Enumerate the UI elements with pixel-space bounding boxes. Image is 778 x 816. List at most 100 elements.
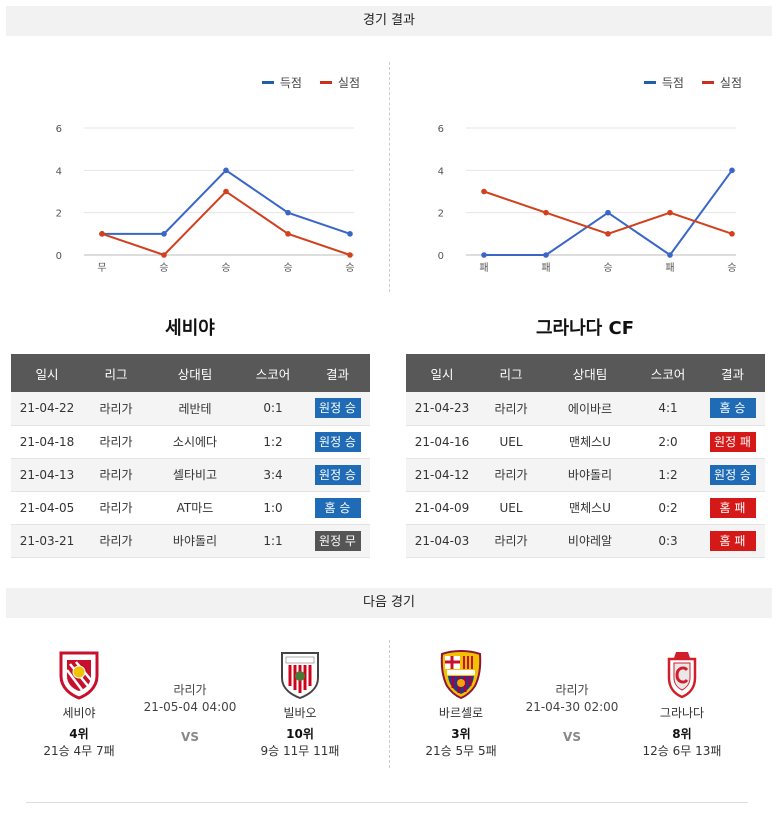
chart-legend: 득점 실점 xyxy=(261,74,360,91)
data-point[interactable] xyxy=(285,209,291,216)
cell-league: 라리가 xyxy=(478,458,544,492)
cell-date: 21-04-16 xyxy=(406,425,478,459)
vs-label: VS xyxy=(181,730,199,744)
table-row[interactable]: 21-04-23 라리가 에이바르 4:1 홈 승 xyxy=(406,392,765,426)
legend-conceded[interactable]: 실점 xyxy=(701,74,742,91)
x-tick-label: 승 xyxy=(159,262,168,274)
result-badge: 홈 승 xyxy=(314,497,361,518)
team-record: 12승 6무 13패 xyxy=(642,744,722,758)
next-match-card[interactable]: 세비야 4위 21승 4무 7패 라리가 21-05-04 04:00 VS 빌… xyxy=(10,650,370,770)
cell-date: 21-04-13 xyxy=(11,458,83,492)
home-team[interactable]: 바르셀로 3위 21승 5무 5패 xyxy=(406,650,516,759)
team-rank: 10위 xyxy=(286,727,314,741)
result-badge: 원정 승 xyxy=(314,398,361,419)
line-chart-svg: 0 2 4 6 무 승 승 승 승 xyxy=(56,124,355,274)
cell-opponent: 셀타비고 xyxy=(149,458,241,492)
vs-label: VS xyxy=(563,730,581,744)
cell-score: 1:2 xyxy=(636,458,700,492)
sevilla-crest-icon xyxy=(57,650,101,700)
results-section-header: 경기 결과 xyxy=(6,6,772,36)
legend-label-scored: 득점 xyxy=(661,76,684,90)
legend-swatch-scored xyxy=(261,81,274,84)
cell-date: 21-04-03 xyxy=(406,524,478,558)
table-row[interactable]: 21-03-21 라리가 바야돌리 1:1 원정 무 xyxy=(11,524,370,558)
column-header: 결과 xyxy=(305,354,370,392)
match-info: 라리가 21-04-30 02:00 xyxy=(512,682,632,716)
results-table-left: 일시 리그 상대팀 스코어 결과 21-04-22 라리가 레반테 0:1 원정 승 21-04-1… xyxy=(11,354,370,558)
column-header: 리그 xyxy=(83,354,149,392)
cell-opponent: 맨체스U xyxy=(544,491,636,525)
team-name: 세비야 xyxy=(62,706,96,720)
cell-opponent: 레반테 xyxy=(149,392,241,426)
cell-opponent: 맨체스U xyxy=(544,425,636,459)
data-point[interactable] xyxy=(667,252,673,258)
cell-score: 2:0 xyxy=(636,425,700,459)
result-badge: 홈 패 xyxy=(709,530,756,551)
cell-result: 홈 패 xyxy=(700,524,765,558)
away-team[interactable]: 빌바오 10위 9승 11무 11패 xyxy=(245,650,355,759)
data-point[interactable] xyxy=(223,188,229,195)
cell-date: 21-04-22 xyxy=(11,392,83,426)
cell-result: 원정 승 xyxy=(305,392,370,426)
table-row[interactable]: 21-04-13 라리가 셀타비고 3:4 원정 승 xyxy=(11,458,370,492)
table-row[interactable]: 21-04-03 라리가 비야레알 0:3 홈 패 xyxy=(406,524,765,558)
cell-date: 21-04-09 xyxy=(406,491,478,525)
legend-conceded[interactable]: 실점 xyxy=(319,74,360,91)
data-point[interactable] xyxy=(729,167,735,174)
data-point[interactable] xyxy=(667,209,673,216)
table-row[interactable]: 21-04-12 라리가 바야돌리 1:2 원정 승 xyxy=(406,458,765,492)
cell-league: 라리가 xyxy=(83,491,149,525)
data-point[interactable] xyxy=(285,231,291,237)
team-rank: 4위 xyxy=(69,727,89,741)
cell-league: 라리가 xyxy=(478,392,544,426)
team-name: 바르셀로 xyxy=(438,706,484,720)
table-row[interactable]: 21-04-18 라리가 소시에다 1:2 원정 승 xyxy=(11,425,370,459)
data-point[interactable] xyxy=(161,252,167,258)
cell-result: 원정 승 xyxy=(305,458,370,492)
next-match-card[interactable]: 바르셀로 3위 21승 5무 5패 라리가 21-04-30 02:00 VS … xyxy=(392,650,752,770)
data-point[interactable] xyxy=(161,231,167,237)
data-point[interactable] xyxy=(605,231,611,237)
data-point[interactable] xyxy=(605,209,611,216)
cell-opponent: AT마드 xyxy=(149,491,241,525)
table-row[interactable]: 21-04-16 UEL 맨체스U 2:0 원정 패 xyxy=(406,425,765,459)
chart-sevilla: 득점 실점 0 2 4 6 무 승 승 승 승 xyxy=(18,62,378,282)
cell-league: 라리가 xyxy=(83,524,149,558)
result-badge: 원정 승 xyxy=(314,464,361,485)
home-team[interactable]: 세비야 4위 21승 4무 7패 xyxy=(24,650,134,759)
cell-league: UEL xyxy=(478,491,544,525)
data-point[interactable] xyxy=(543,209,549,216)
legend-scored[interactable]: 득점 xyxy=(261,74,302,91)
legend-label-conceded: 실점 xyxy=(719,76,742,90)
athletic-club-crest-icon xyxy=(278,650,322,700)
table-row[interactable]: 21-04-09 UEL 맨체스U 0:2 홈 패 xyxy=(406,491,765,525)
data-point[interactable] xyxy=(347,252,353,258)
data-point[interactable] xyxy=(347,231,353,237)
y-tick-label: 6 xyxy=(438,124,444,135)
chart-granada: 득점 실점 0 2 4 6 패 패 승 패 승 xyxy=(400,62,760,282)
data-point[interactable] xyxy=(481,188,487,195)
line-chart-svg: 0 2 4 6 패 패 승 패 승 xyxy=(438,124,737,274)
y-tick-label: 6 xyxy=(56,124,62,135)
legend-scored[interactable]: 득점 xyxy=(643,74,684,91)
data-point[interactable] xyxy=(729,231,735,237)
cell-result: 홈 승 xyxy=(700,392,765,426)
data-point[interactable] xyxy=(481,252,487,258)
data-point[interactable] xyxy=(223,167,229,174)
match-league: 라리가 xyxy=(555,683,589,697)
x-tick-label: 승 xyxy=(727,262,736,274)
chart-divider xyxy=(389,62,390,292)
cell-result: 원정 무 xyxy=(305,524,370,558)
legend-label-scored: 득점 xyxy=(279,76,302,90)
cell-league: 라리가 xyxy=(478,524,544,558)
cell-opponent: 바야돌리 xyxy=(544,458,636,492)
table-row[interactable]: 21-04-05 라리가 AT마드 1:0 홈 승 xyxy=(11,491,370,525)
table-row[interactable]: 21-04-22 라리가 레반테 0:1 원정 승 xyxy=(11,392,370,426)
data-point[interactable] xyxy=(543,252,549,258)
away-team[interactable]: 그라나다 8위 12승 6무 13패 xyxy=(627,650,737,759)
x-tick-label: 승 xyxy=(283,262,292,274)
cell-score: 0:3 xyxy=(636,524,700,558)
cell-result: 원정 승 xyxy=(305,425,370,459)
data-point[interactable] xyxy=(99,231,105,237)
column-header: 리그 xyxy=(478,354,544,392)
